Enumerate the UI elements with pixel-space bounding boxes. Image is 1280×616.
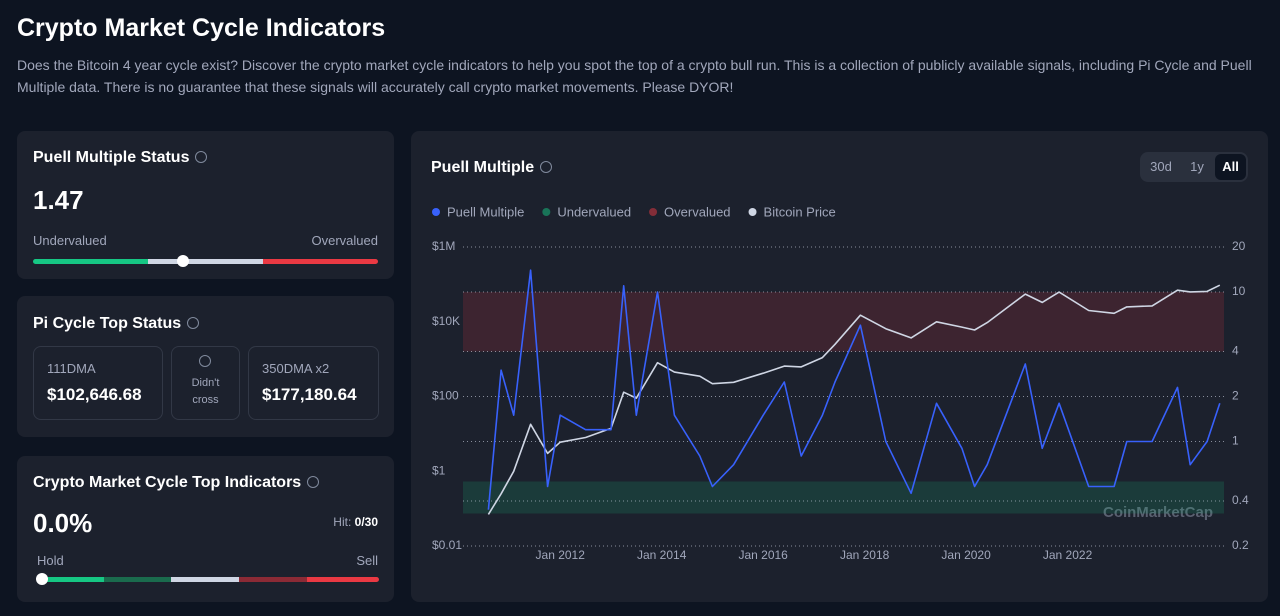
x-tick-label: Jan 2020 (941, 548, 991, 562)
pi-value: $102,646.68 (47, 385, 142, 404)
gauge-knob (36, 573, 48, 585)
gauge-max-label: Overvalued (311, 233, 378, 248)
legend-label: Puell Multiple (447, 204, 524, 219)
hit-value: 0/30 (354, 515, 378, 529)
tab-active[interactable]: All (1215, 154, 1246, 180)
band (463, 292, 1224, 352)
hit-label: Hit: (333, 515, 352, 529)
y-tick-label: $0.01 (432, 538, 462, 552)
legend-label: Overvalued (664, 204, 730, 219)
y2-tick-label: 20 (1232, 239, 1246, 253)
tab[interactable]: 30d (1150, 159, 1172, 174)
y2-tick-label: 0.4 (1232, 493, 1249, 507)
legend-label: Bitcoin Price (764, 204, 836, 219)
x-tick-label: Jan 2018 (840, 548, 890, 562)
legend-swatch (432, 208, 440, 216)
y2-tick-label: 2 (1232, 389, 1239, 403)
y2-tick-label: 10 (1232, 284, 1246, 298)
gauge-min-label: Undervalued (33, 233, 107, 248)
pi-label: 350DMA x2 (262, 361, 330, 376)
puell-value: 1.47 (33, 185, 84, 215)
x-tick-label: Jan 2016 (738, 548, 788, 562)
legend-label: Undervalued (557, 204, 631, 219)
card-title: Puell Multiple Status (33, 149, 190, 166)
y-tick-label: $10K (432, 314, 460, 328)
watermark: CoinMarketCap (1103, 504, 1213, 521)
pi-value: $177,180.64 (262, 385, 357, 404)
gauge-max-label: Sell (356, 553, 378, 568)
legend-swatch (649, 208, 658, 216)
series-line (487, 269, 1221, 510)
pi-box: 111DMA $102,646.68 (33, 346, 163, 420)
tab[interactable]: 1y (1190, 159, 1204, 174)
x-tick-label: Jan 2022 (1043, 548, 1093, 562)
y2-tick-label: 1 (1232, 434, 1239, 448)
gauge-min-label: Hold (37, 553, 64, 568)
page-description: Does the Bitcoin 4 year cycle exist? Dis… (17, 57, 1252, 95)
pi-label: 111DMA (47, 361, 96, 376)
series-line (487, 284, 1221, 515)
legend-swatch (748, 208, 757, 216)
card-title: Crypto Market Cycle Top Indicators (33, 474, 302, 491)
pi-status: cross (192, 394, 219, 406)
top-value: 0.0% (33, 508, 93, 538)
gauge (33, 255, 378, 267)
y-tick-label: $1 (432, 463, 446, 477)
y-tick-label: $1M (432, 239, 455, 253)
y-tick-label: $100 (432, 389, 459, 403)
x-tick-label: Jan 2012 (536, 548, 586, 562)
gauge (36, 573, 379, 585)
pi-box: Didn't cross (171, 346, 240, 420)
pi-box: 350DMA x2 $177,180.64 (248, 346, 379, 420)
y2-tick-label: 0.2 (1232, 538, 1249, 552)
card-title: Pi Cycle Top Status (33, 315, 182, 332)
tabs: 30d 1y All (1140, 152, 1248, 182)
chart-title: Puell Multiple (431, 159, 535, 176)
pi-card: Pi Cycle Top Status 111DMA $102,646.68 D… (17, 296, 394, 437)
top-card: Crypto Market Cycle Top Indicators 0.0% … (17, 456, 394, 602)
pi-status: Didn't (191, 377, 220, 389)
page-title: Crypto Market Cycle Indicators (17, 14, 386, 42)
chart-card: Puell Multiple 30d 1y All (411, 131, 1268, 602)
gauge-knob (177, 255, 189, 267)
puell-card: Puell Multiple Status 1.47 Undervalued O… (17, 131, 394, 279)
y2-tick-label: 4 (1232, 344, 1239, 358)
legend-swatch (542, 208, 551, 216)
x-tick-label: Jan 2014 (637, 548, 687, 562)
